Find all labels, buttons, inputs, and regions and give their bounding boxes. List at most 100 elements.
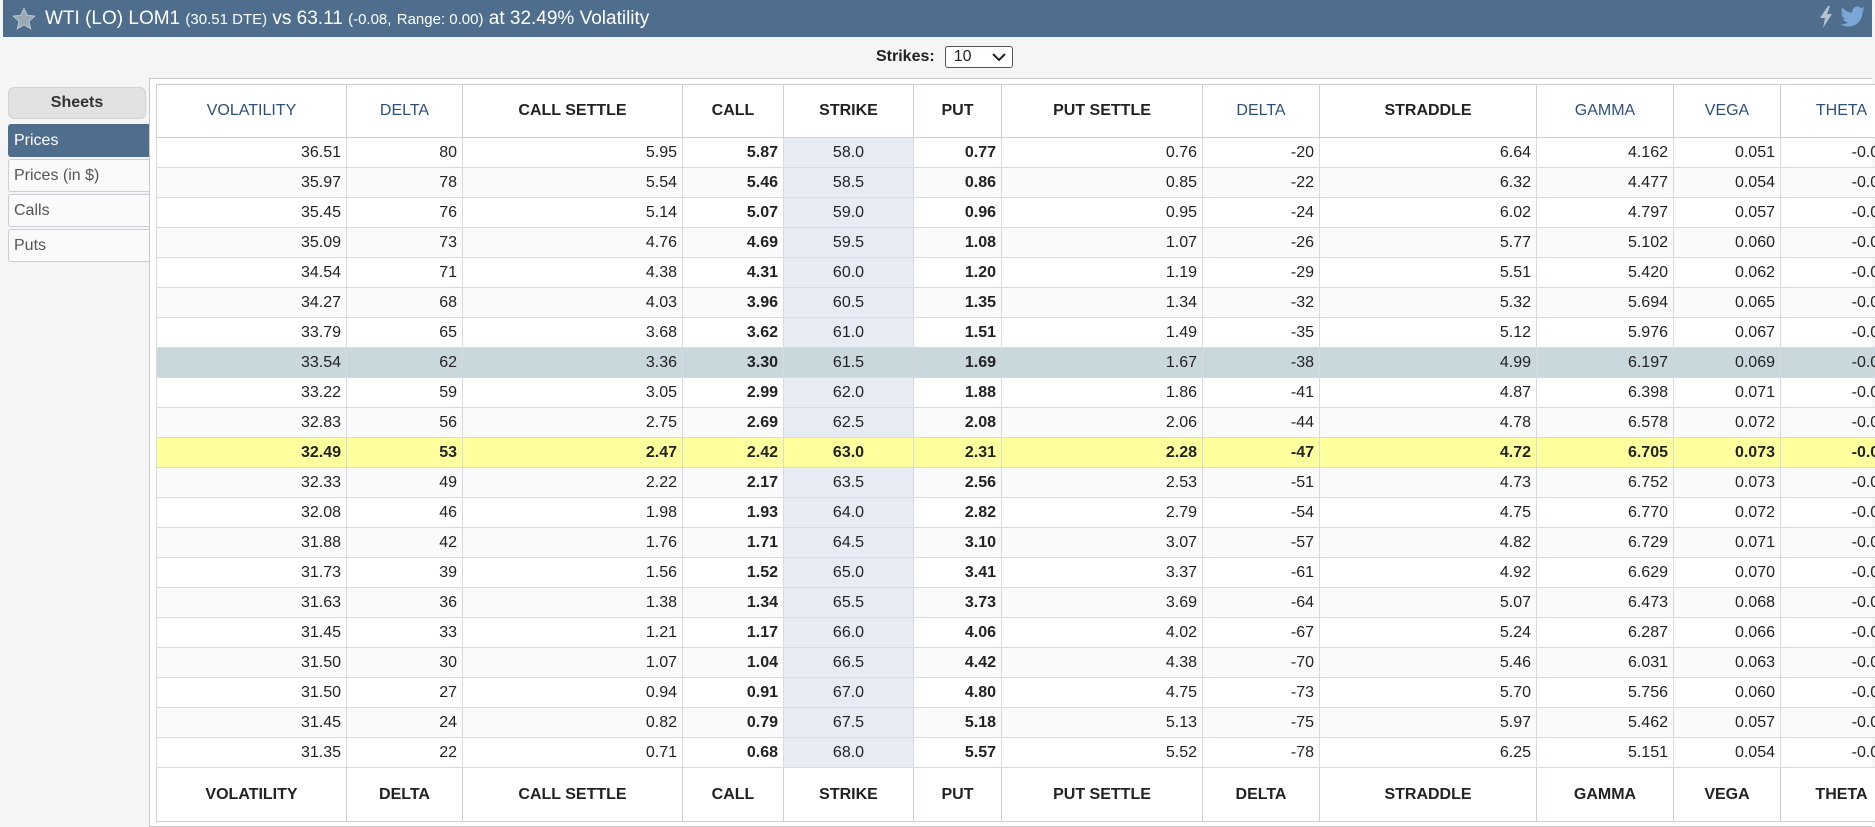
cell-put-settle: 1.34 (1002, 288, 1203, 318)
cell-put: 1.20 (914, 258, 1002, 288)
cell-volatility: 32.08 (157, 498, 347, 528)
twitter-icon[interactable] (1840, 6, 1866, 28)
column-header-straddle[interactable]: STRADDLE (1320, 85, 1537, 138)
column-header-put-settle[interactable]: PUT SETTLE (1002, 85, 1203, 138)
cell-call: 2.42 (683, 438, 784, 468)
column-header-strike[interactable]: STRIKE (784, 85, 914, 138)
cell-vega: 0.069 (1674, 348, 1781, 378)
cell-gamma: 5.420 (1537, 258, 1674, 288)
sheet-tab-prices[interactable]: Prices (8, 124, 150, 157)
cell-straddle: 6.64 (1320, 138, 1537, 168)
cell-put-delta: -47 (1203, 438, 1320, 468)
cell-call-delta: 62 (347, 348, 463, 378)
cell-put: 2.31 (914, 438, 1002, 468)
cell-strike: 58.5 (784, 168, 914, 198)
cell-call: 3.62 (683, 318, 784, 348)
cell-call: 5.07 (683, 198, 784, 228)
cell-gamma: 6.770 (1537, 498, 1674, 528)
column-header-put[interactable]: PUT (914, 85, 1002, 138)
cell-theta: -0.031 (1781, 678, 1875, 708)
cell-strike: 63.5 (784, 468, 914, 498)
cell-gamma: 5.102 (1537, 228, 1674, 258)
cell-theta: -0.037 (1781, 288, 1875, 318)
cell-call-delta: 68 (347, 288, 463, 318)
cell-theta: -0.038 (1781, 528, 1875, 558)
cell-volatility: 33.22 (157, 378, 347, 408)
cell-gamma: 6.629 (1537, 558, 1674, 588)
cell-call: 3.96 (683, 288, 784, 318)
cell-call-settle: 2.75 (463, 408, 683, 438)
column-header-gamma[interactable]: GAMMA (1537, 85, 1674, 138)
cell-put-settle: 0.95 (1002, 198, 1203, 228)
column-header-theta[interactable]: THETA (1781, 85, 1875, 138)
column-header-volatility[interactable]: VOLATILITY (157, 85, 347, 138)
cell-vega: 0.063 (1674, 648, 1781, 678)
column-header-call-settle[interactable]: CALL SETTLE (463, 85, 683, 138)
column-header-call[interactable]: CALL (683, 85, 784, 138)
star-icon[interactable] (11, 6, 37, 32)
strikes-dropdown[interactable]: 10 (945, 46, 1013, 68)
cell-theta: -0.032 (1781, 168, 1875, 198)
cell-call-delta: 78 (347, 168, 463, 198)
cell-theta: -0.034 (1781, 618, 1875, 648)
cell-put-delta: -22 (1203, 168, 1320, 198)
lightning-icon[interactable] (1818, 6, 1834, 28)
cell-put-settle: 1.19 (1002, 258, 1203, 288)
cell-volatility: 32.83 (157, 408, 347, 438)
cell-put-delta: -75 (1203, 708, 1320, 738)
cell-put-settle: 3.37 (1002, 558, 1203, 588)
cell-straddle: 6.02 (1320, 198, 1537, 228)
cell-call-delta: 24 (347, 708, 463, 738)
cell-strike: 61.5 (784, 348, 914, 378)
cell-vega: 0.057 (1674, 708, 1781, 738)
cell-call: 0.68 (683, 738, 784, 768)
cell-strike: 59.5 (784, 228, 914, 258)
column-header-call-delta[interactable]: DELTA (347, 85, 463, 138)
sheet-tab-calls[interactable]: Calls (8, 194, 150, 227)
cell-put-delta: -64 (1203, 588, 1320, 618)
chevron-down-icon (992, 52, 1006, 62)
cell-put: 5.57 (914, 738, 1002, 768)
cell-put-settle: 1.67 (1002, 348, 1203, 378)
cell-put-delta: -29 (1203, 258, 1320, 288)
column-header-vega[interactable]: VEGA (1674, 85, 1781, 138)
cell-call-delta: 71 (347, 258, 463, 288)
cell-gamma: 5.151 (1537, 738, 1674, 768)
cell-call-delta: 76 (347, 198, 463, 228)
cell-put-delta: -20 (1203, 138, 1320, 168)
column-header-put-delta[interactable]: DELTA (1203, 85, 1320, 138)
cell-straddle: 6.25 (1320, 738, 1537, 768)
cell-call: 0.91 (683, 678, 784, 708)
sheet-tab-prices-dollars[interactable]: Prices (in $) (8, 159, 150, 192)
cell-call-settle: 1.56 (463, 558, 683, 588)
cell-gamma: 6.578 (1537, 408, 1674, 438)
column-footer-call-delta: DELTA (347, 768, 463, 822)
cell-call-settle: 1.21 (463, 618, 683, 648)
cell-volatility: 36.51 (157, 138, 347, 168)
strikes-value: 10 (954, 48, 972, 66)
cell-straddle: 5.46 (1320, 648, 1537, 678)
sheet-tab-puts[interactable]: Puts (8, 229, 150, 262)
